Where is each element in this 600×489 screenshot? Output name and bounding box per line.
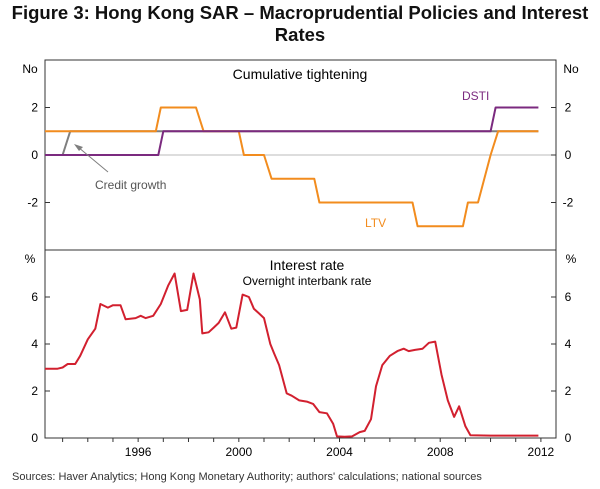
- ltv-line: [45, 106, 539, 228]
- x-axis-ticks: 1996 2000 2004 2008 2012: [62, 438, 555, 459]
- top-panel: No No Cumulative tightening -2 -2 0 0 2 2 Cre…: [22, 59, 579, 251]
- top-right-tick-label: 0: [565, 148, 572, 162]
- bottom-right-tick-label: 6: [565, 290, 572, 304]
- credit-growth-arrow: [77, 146, 109, 173]
- bottom-left-unit: %: [25, 252, 36, 266]
- x-tick-label: 2000: [225, 445, 252, 459]
- x-tick-label: 2004: [326, 445, 353, 459]
- bottom-right-unit: %: [566, 252, 577, 266]
- bottom-left-tick-label: 4: [31, 337, 38, 351]
- top-right-tick-label: -2: [563, 196, 574, 210]
- interest-rate-line: [45, 272, 539, 438]
- bottom-right-tick-label: 0: [565, 431, 572, 445]
- bottom-left-tick-label: 0: [31, 431, 38, 445]
- credit-growth-arrowhead: [74, 144, 83, 151]
- x-tick-label: 2012: [528, 445, 555, 459]
- bottom-panel-subtitle: Overnight interbank rate: [243, 274, 372, 288]
- top-left-tick-label: 2: [31, 101, 38, 115]
- dsti-line: [45, 106, 539, 156]
- top-right-unit: No: [563, 62, 579, 76]
- dsti-label: DSTI: [462, 89, 489, 103]
- bottom-left-tick-label: 6: [31, 290, 38, 304]
- bottom-right-tick-label: 2: [565, 384, 572, 398]
- figure-title-line2: Rates: [274, 24, 326, 45]
- top-left-tick-label: -2: [27, 196, 38, 210]
- ltv-label: LTV: [365, 216, 386, 230]
- bottom-panel-title: Interest rate: [270, 257, 345, 273]
- top-left-unit: No: [22, 62, 38, 76]
- top-series: [45, 106, 539, 228]
- sources-note: Sources: Haver Analytics; Hong Kong Mone…: [12, 471, 482, 483]
- bottom-right-tick-label: 4: [565, 337, 572, 351]
- x-tick-label: 2008: [427, 445, 454, 459]
- top-left-tick-label: 0: [31, 148, 38, 162]
- bottom-series: [45, 272, 539, 438]
- figure-title: Figure 3: Hong Kong SAR – Macroprudentia…: [0, 2, 600, 46]
- credit-growth-line: [45, 130, 539, 156]
- bottom-ticks: 0 0 2 2 4 4 6 6: [31, 290, 571, 445]
- top-ticks: -2 -2 0 0 2 2: [27, 101, 573, 210]
- x-tick-label: 1996: [125, 445, 152, 459]
- top-panel-title: Cumulative tightening: [233, 66, 368, 82]
- bottom-panel: % % Interest rate Overnight interbank ra…: [25, 249, 577, 459]
- credit-growth-label: Credit growth: [95, 178, 166, 192]
- bottom-left-tick-label: 2: [31, 384, 38, 398]
- top-right-tick-label: 2: [565, 101, 572, 115]
- figure-title-line1: Figure 3: Hong Kong SAR – Macroprudentia…: [11, 2, 589, 23]
